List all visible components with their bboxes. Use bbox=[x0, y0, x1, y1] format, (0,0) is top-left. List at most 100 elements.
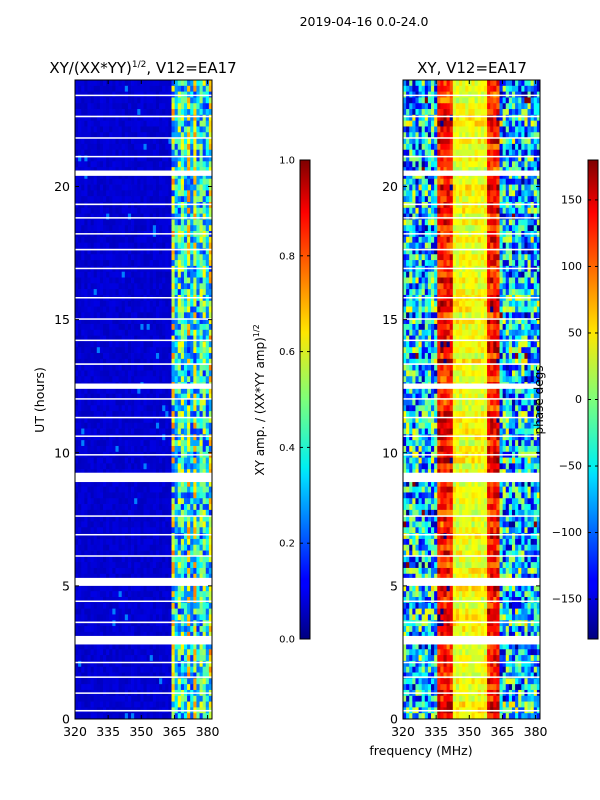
heatmap-cell bbox=[159, 550, 163, 557]
heatmap-cell bbox=[96, 190, 101, 197]
heatmap-cell bbox=[84, 271, 88, 278]
heatmap-cell bbox=[140, 184, 144, 191]
heatmap-cell bbox=[106, 643, 110, 650]
heatmap-cell bbox=[124, 620, 129, 627]
heatmap-cell bbox=[208, 318, 213, 325]
heatmap-cell bbox=[103, 347, 107, 354]
heatmap-cell bbox=[124, 312, 129, 319]
heatmap-cell bbox=[149, 358, 154, 366]
heatmap-cell bbox=[146, 103, 151, 110]
heatmap-cell bbox=[87, 120, 91, 127]
heatmap-cell bbox=[137, 631, 141, 639]
heatmap-cell bbox=[202, 631, 207, 639]
heatmap-cell bbox=[199, 585, 204, 592]
heatmap-cell bbox=[159, 521, 163, 528]
heatmap-cell bbox=[190, 567, 194, 575]
heatmap-cell bbox=[155, 591, 160, 598]
heatmap-cell bbox=[143, 556, 148, 563]
heatmap-cell bbox=[205, 684, 210, 691]
heatmap-cell bbox=[174, 701, 179, 708]
heatmap-cell bbox=[165, 207, 169, 215]
heatmap-cell bbox=[115, 289, 119, 296]
heatmap-cell bbox=[140, 440, 144, 447]
heatmap-cell bbox=[208, 515, 213, 522]
heatmap-cell bbox=[168, 225, 172, 232]
heatmap-cell bbox=[146, 678, 151, 685]
heatmap-cell bbox=[159, 323, 163, 331]
heatmap-cell bbox=[90, 358, 95, 366]
heatmap-cell bbox=[174, 713, 179, 720]
heatmap-cell bbox=[149, 591, 154, 598]
heatmap-cell bbox=[90, 207, 95, 215]
heatmap-cell bbox=[143, 573, 148, 580]
heatmap-cell bbox=[187, 254, 191, 261]
x-tick-label: 365 bbox=[163, 724, 187, 739]
heatmap-cell bbox=[171, 521, 176, 528]
heatmap-cell bbox=[159, 591, 163, 598]
heatmap-cell bbox=[202, 207, 207, 215]
heatmap-cell bbox=[177, 538, 182, 546]
heatmap-cell bbox=[140, 219, 144, 226]
heatmap-cell bbox=[187, 283, 191, 290]
heatmap-cell bbox=[146, 562, 151, 569]
heatmap-cell bbox=[109, 393, 113, 400]
heatmap-cell bbox=[208, 353, 213, 360]
heatmap-cell bbox=[81, 440, 85, 447]
heatmap-cell bbox=[187, 207, 191, 215]
heatmap-cell bbox=[155, 672, 160, 679]
heatmap-cell bbox=[115, 585, 119, 592]
heatmap-cell bbox=[168, 213, 172, 220]
heatmap-cell bbox=[106, 509, 110, 517]
heatmap-cell bbox=[134, 428, 138, 435]
heatmap-cell bbox=[93, 219, 98, 226]
heatmap-cell bbox=[177, 120, 182, 127]
heatmap-cell bbox=[168, 236, 172, 244]
heatmap-cell bbox=[162, 498, 166, 505]
heatmap-cell bbox=[131, 393, 135, 400]
heatmap-cell bbox=[187, 236, 191, 244]
heatmap-cell bbox=[75, 190, 79, 197]
flagged-gap bbox=[75, 217, 212, 219]
heatmap-cell bbox=[168, 161, 172, 168]
heatmap-cell bbox=[131, 271, 135, 278]
heatmap-cell bbox=[193, 701, 197, 708]
heatmap-cell bbox=[193, 172, 197, 180]
heatmap-cell bbox=[152, 143, 157, 151]
heatmap-cell bbox=[112, 556, 116, 563]
heatmap-cell bbox=[180, 172, 185, 180]
heatmap-cell bbox=[149, 486, 154, 493]
heatmap-cell bbox=[143, 631, 148, 639]
heatmap-cell bbox=[112, 329, 116, 336]
heatmap-cell bbox=[81, 486, 85, 493]
heatmap-cell bbox=[121, 120, 126, 127]
heatmap-cell bbox=[146, 684, 151, 691]
heatmap-cell bbox=[121, 509, 126, 517]
heatmap-cell bbox=[106, 515, 110, 522]
heatmap-cell bbox=[196, 597, 200, 604]
heatmap-cell bbox=[78, 567, 82, 575]
heatmap-cell bbox=[81, 411, 85, 418]
heatmap-cell bbox=[180, 602, 185, 610]
heatmap-cell bbox=[193, 602, 197, 610]
heatmap-cell bbox=[162, 271, 166, 278]
heatmap-cell bbox=[134, 695, 138, 702]
heatmap-cell bbox=[106, 684, 110, 691]
heatmap-cell bbox=[190, 538, 194, 546]
heatmap-cell bbox=[75, 254, 79, 261]
heatmap-cell bbox=[137, 213, 141, 220]
heatmap-cell bbox=[87, 411, 91, 418]
heatmap-cell bbox=[112, 289, 116, 296]
heatmap-cell bbox=[121, 248, 126, 255]
heatmap-cell bbox=[75, 597, 79, 604]
heatmap-cell bbox=[174, 172, 179, 180]
heatmap-cell bbox=[155, 608, 160, 615]
heatmap-cell bbox=[90, 550, 95, 557]
heatmap-cell bbox=[193, 486, 197, 493]
heatmap-cell bbox=[131, 521, 135, 528]
heatmap-cell bbox=[205, 318, 210, 325]
heatmap-cell bbox=[177, 428, 182, 435]
heatmap-cell bbox=[165, 550, 169, 557]
heatmap-cell bbox=[124, 219, 129, 226]
heatmap-cell bbox=[149, 103, 154, 110]
heatmap-cell bbox=[162, 649, 166, 656]
